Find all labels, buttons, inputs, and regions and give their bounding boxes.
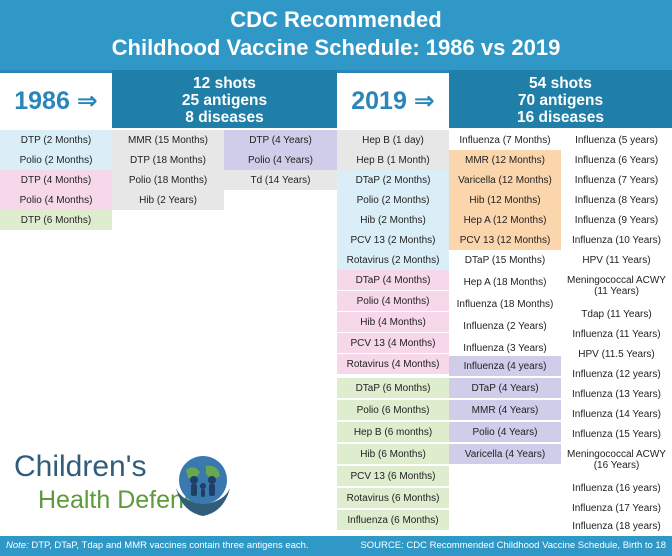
shots-2019: 54 shots	[529, 75, 592, 92]
vaccine-cell: MMR (4 Years)	[449, 400, 561, 420]
title-line-1: CDC Recommended	[230, 7, 442, 32]
vaccine-cell: Influenza (10 Years)	[572, 234, 661, 246]
vaccine-cell: Influenza (18 Months)	[456, 298, 554, 310]
vaccine-cell: Tdap (11 Years)	[581, 308, 652, 320]
vaccine-cell: Hib (2 Years)	[112, 190, 224, 210]
stats-1986: 12 shots 25 antigens 8 diseases	[112, 70, 337, 128]
vaccine-cell: Polio (18 Months)	[112, 170, 224, 190]
footer-bar: Note: DTP, DTaP, Tdap and MMR vaccines c…	[0, 536, 672, 556]
year-2019-label: 2019 ⇒	[337, 70, 449, 128]
title-banner: CDC Recommended Childhood Vaccine Schedu…	[0, 0, 672, 70]
antigens-1986: 25 antigens	[181, 92, 268, 109]
vaccine-cell: PCV 13 (6 Months)	[337, 466, 449, 486]
vaccine-cell: Influenza (5 years)	[575, 134, 658, 146]
logo-line-1: Children's	[14, 450, 147, 483]
family-globe-icon	[176, 456, 230, 516]
vaccine-cell: Hep A (18 Months)	[463, 276, 547, 288]
vaccine-cell: DTaP (4 Months)	[337, 270, 449, 290]
vaccine-cell: Influenza (13 Years)	[572, 388, 661, 400]
vaccine-cell: Hib (2 Months)	[337, 210, 449, 230]
vaccine-cell: Influenza (7 Months)	[459, 134, 551, 146]
diseases-2019: 16 diseases	[516, 109, 605, 126]
vaccine-cell: DTaP (15 Months)	[464, 254, 546, 266]
vaccine-cell: MMR (12 Months)	[449, 150, 561, 170]
vaccine-cell: Polio (4 Years)	[224, 150, 337, 170]
vaccine-cell: Hep B (1 Month)	[337, 150, 449, 170]
vaccine-cell: Influenza (14 Years)	[572, 408, 661, 420]
vaccine-cell: DTaP (4 Years)	[449, 378, 561, 398]
vaccine-cell: Influenza (11 Years)	[572, 328, 661, 340]
vaccine-cell: PCV 13 (2 Months)	[337, 230, 449, 250]
year-1986-label: 1986 ⇒	[0, 70, 112, 128]
vaccine-cell: DTP (2 Months)	[0, 130, 112, 150]
vaccine-cell: Influenza (15 Years)	[572, 428, 661, 440]
vaccine-cell: Polio (4 Years)	[449, 422, 561, 442]
vaccine-cell: Hib (12 Months)	[449, 190, 561, 210]
vaccine-cell: PCV 13 (12 Months)	[449, 230, 561, 250]
vaccine-cell: Td (14 Years)	[224, 170, 337, 190]
vaccine-cell: Influenza (9 Years)	[574, 214, 659, 226]
vaccine-cell: Influenza (16 years)	[572, 482, 661, 494]
vaccine-cell: Influenza (3 Years)	[463, 342, 547, 354]
vaccine-cell: DTaP (6 Months)	[337, 378, 449, 398]
childrens-health-defense-logo: Children's Health Defense	[14, 450, 244, 530]
vaccine-cell: Influenza (4 years)	[449, 356, 561, 376]
note-text: DTP, DTaP, Tdap and MMR vaccines contain…	[28, 540, 309, 551]
shots-1986: 12 shots	[193, 75, 256, 92]
vaccine-cell: Rotavirus (2 Months)	[337, 250, 449, 270]
vaccine-cell: DTaP (2 Months)	[337, 170, 449, 190]
vaccine-cell: Influenza (8 Years)	[574, 194, 659, 206]
source-citation: SOURCE: CDC Recommended Childhood Vaccin…	[360, 540, 666, 551]
vaccine-cell: HPV (11 Years)	[582, 254, 651, 266]
antigens-2019: 70 antigens	[517, 92, 604, 109]
vaccine-cell: Influenza (17 Years)	[572, 502, 661, 514]
vaccine-cell: Rotavirus (4 Months)	[337, 354, 449, 374]
vaccine-cell: Meningococcal ACWY (16 Years)	[567, 449, 666, 471]
vaccine-cell: Hep B (6 months)	[337, 422, 449, 442]
vaccine-cell: Meningococcal ACWY (11 Years)	[567, 275, 666, 297]
vaccine-cell: Influenza (12 years)	[572, 368, 661, 380]
stats-2019: 54 shots 70 antigens 16 diseases	[449, 70, 672, 128]
vaccine-cell: Hep B (1 day)	[337, 130, 449, 150]
vaccine-cell: DTP (6 Months)	[0, 210, 112, 230]
diseases-1986: 8 diseases	[185, 109, 264, 126]
vaccine-cell: Polio (2 Months)	[337, 190, 449, 210]
vaccine-cell: Influenza (6 Months)	[337, 510, 449, 530]
vaccine-cell: DTP (4 Years)	[224, 130, 337, 150]
vaccine-cell: Hep A (12 Months)	[449, 210, 561, 230]
note-label: Note:	[6, 540, 29, 551]
footnote: Note: DTP, DTaP, Tdap and MMR vaccines c…	[6, 540, 309, 551]
vaccine-cell: HPV (11.5 Years)	[578, 348, 655, 360]
vaccine-cell: Influenza (18 years)	[572, 520, 661, 532]
vaccine-cell: Polio (2 Months)	[0, 150, 112, 170]
vaccine-cell: Varicella (4 Years)	[449, 444, 561, 464]
vaccine-cell: MMR (15 Months)	[112, 130, 224, 150]
vaccine-cell: PCV 13 (4 Months)	[337, 333, 449, 353]
vaccine-cell: Hib (6 Months)	[337, 444, 449, 464]
vaccine-cell: DTP (4 Months)	[0, 170, 112, 190]
title-line-2: Childhood Vaccine Schedule: 1986 vs 2019	[111, 35, 561, 60]
vaccine-cell: Polio (6 Months)	[337, 400, 449, 420]
vaccine-cell: Influenza (2 Years)	[463, 320, 547, 332]
vaccine-cell: Hib (4 Months)	[337, 312, 449, 332]
vaccine-cell: Influenza (7 Years)	[574, 174, 659, 186]
vaccine-cell: DTP (18 Months)	[112, 150, 224, 170]
vaccine-cell: Polio (4 Months)	[337, 291, 449, 311]
vaccine-cell: Rotavirus (6 Months)	[337, 488, 449, 508]
vaccine-cell: Varicella (12 Months)	[449, 170, 561, 190]
vaccine-cell: Polio (4 Months)	[0, 190, 112, 210]
vaccine-cell: Influenza (6 Years)	[574, 154, 659, 166]
